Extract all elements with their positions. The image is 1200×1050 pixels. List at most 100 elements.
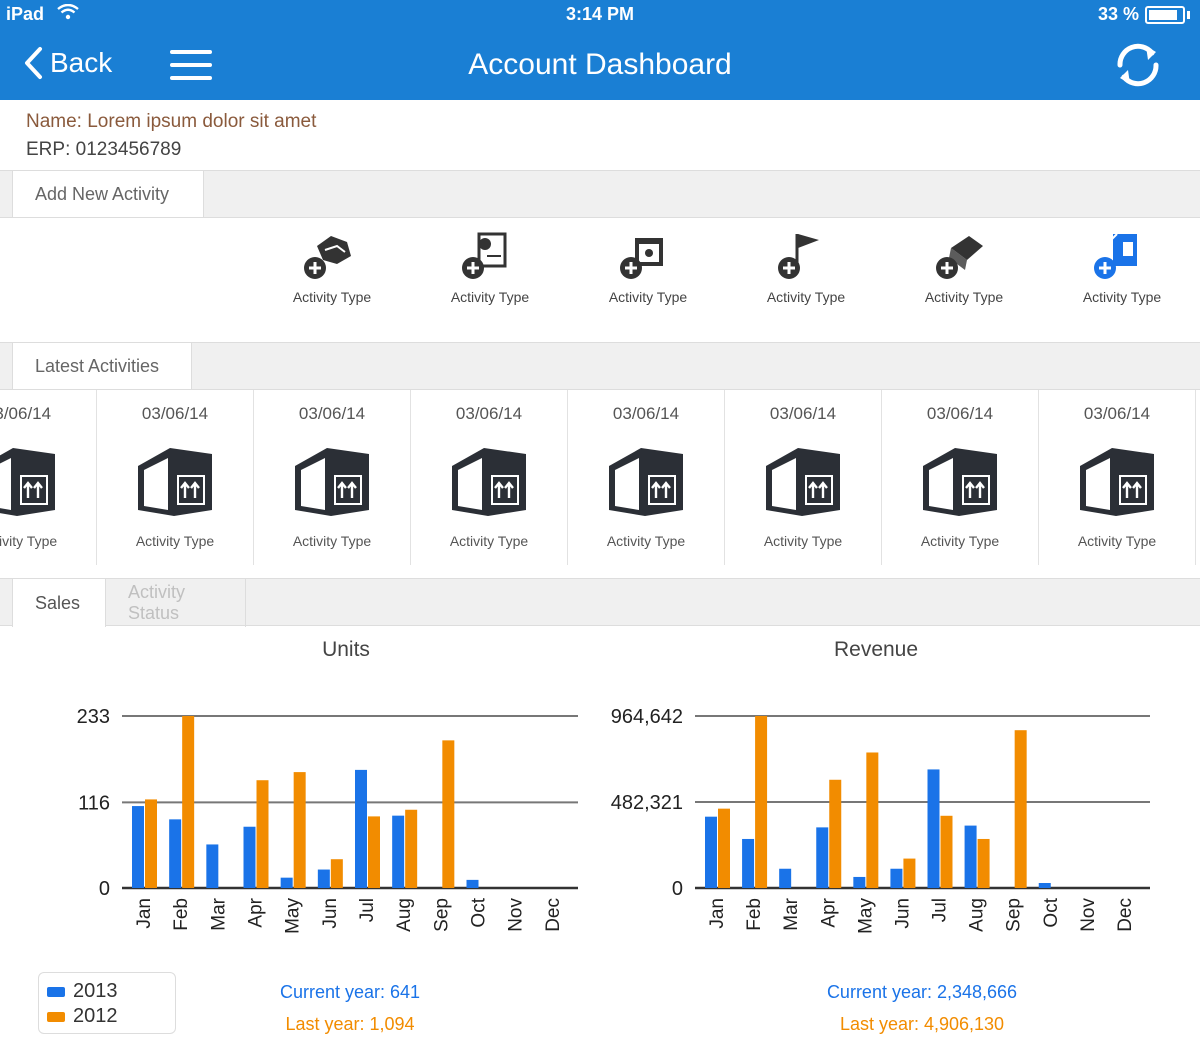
activity-type-button[interactable]: Activity Type bbox=[430, 228, 550, 306]
legend-label-2013: 2013 bbox=[73, 980, 118, 1002]
latest-activity-card[interactable]: 03/06/14 Activity Type bbox=[568, 390, 725, 565]
account-info: Name: Lorem ipsum dolor sit amet ERP: 01… bbox=[26, 108, 316, 164]
document-gear-add-icon bbox=[462, 232, 507, 279]
y-tick-label: 964,642 bbox=[611, 706, 683, 728]
bar-2013-aug bbox=[964, 825, 977, 888]
tab-sales[interactable]: Sales bbox=[12, 578, 106, 627]
activity-date: 03/06/14 bbox=[298, 404, 366, 423]
x-tick-label: May bbox=[855, 898, 876, 934]
latest-activities-list: 03/06/14 Activity Type 03/06/14 Activity Ty… bbox=[0, 390, 1200, 565]
latest-activity-card[interactable]: 03/06/14 Activity Type bbox=[725, 390, 882, 565]
x-tick-label: Aug bbox=[967, 898, 988, 932]
status-time: 3:14 PM bbox=[565, 4, 635, 24]
activity-label: Activity Type bbox=[920, 533, 1000, 549]
bar-2013-apr bbox=[816, 827, 829, 888]
activity-type-label: Activity Type bbox=[608, 289, 688, 305]
latest-activity-card[interactable]: 03/06/14 Activity Type bbox=[411, 390, 568, 565]
activity-label: Activity Type bbox=[135, 533, 215, 549]
y-tick-label: 0 bbox=[99, 878, 110, 900]
flag-add-icon bbox=[778, 234, 819, 279]
bar-2012-apr bbox=[829, 779, 842, 888]
bar-2012-sep bbox=[1014, 730, 1027, 888]
tab-add-new-activity[interactable]: Add New Activity bbox=[12, 170, 204, 217]
x-tick-label: Apr bbox=[246, 897, 267, 927]
units-current-year: Current year: 641 bbox=[279, 982, 421, 1002]
legend-swatch-2013 bbox=[47, 986, 65, 997]
activity-type-button[interactable]: Activity Type bbox=[746, 228, 866, 306]
bar-2013-jun bbox=[317, 869, 330, 888]
revenue-summary: Current year: 2,348,666 Last year: 4,906… bbox=[772, 976, 1072, 1040]
revenue-current-year: Current year: 2,348,666 bbox=[826, 982, 1018, 1002]
activity-type-label: Activity Type bbox=[450, 289, 530, 305]
x-tick-label: Feb bbox=[171, 898, 192, 931]
x-tick-label: Dec bbox=[543, 898, 564, 932]
activity-label: Activity Type bbox=[449, 533, 529, 549]
x-tick-label: Sep bbox=[1004, 898, 1025, 932]
x-tick-label: Jan bbox=[134, 898, 155, 929]
activity-type-button[interactable]: Activity Type bbox=[272, 228, 392, 306]
bar-2012-feb bbox=[755, 716, 768, 888]
latest-activity-card[interactable]: 03/06/14 Activity Type bbox=[882, 390, 1039, 565]
hamburger-menu-icon[interactable] bbox=[170, 48, 212, 82]
activity-type-button[interactable]: Activity Type bbox=[1062, 228, 1182, 306]
activity-type-button[interactable]: Activity Type bbox=[588, 228, 708, 306]
battery-tip bbox=[1187, 10, 1190, 19]
activity-type-label: Activity Type bbox=[766, 289, 846, 305]
activity-type-button[interactable]: Activity Type bbox=[904, 228, 1024, 306]
y-tick-label: 0 bbox=[672, 878, 683, 900]
activity-date: 03/06/14 bbox=[1083, 404, 1151, 423]
bar-2012-jun bbox=[330, 859, 343, 888]
bar-2013-jan bbox=[132, 806, 144, 888]
x-tick-label: Mar bbox=[208, 897, 229, 930]
y-tick-label: 482,321 bbox=[611, 792, 683, 814]
bar-2013-aug bbox=[392, 815, 405, 888]
latest-activity-card[interactable]: 03/06/14 Activity Type bbox=[254, 390, 411, 565]
x-tick-label: Nov bbox=[1078, 898, 1099, 932]
battery-percent: 33 % bbox=[1097, 4, 1139, 24]
revenue-chart: 0 482,321 964,642 Jan Feb Mar Apr May Jun Jul Aug S… bbox=[611, 706, 1150, 934]
latest-activity-card[interactable]: 03/06/14 Activity Type bbox=[0, 390, 97, 565]
x-tick-label: Jun bbox=[892, 898, 913, 929]
status-right: 33 % bbox=[1098, 4, 1190, 25]
box-arrows-icon bbox=[609, 448, 683, 516]
x-tick-label: Feb bbox=[744, 898, 765, 931]
units-chart: 0 116 233 Jan Feb Mar Apr May Jun Jul Aug Sep Oct Nov… bbox=[77, 706, 578, 934]
latest-activity-card[interactable]: 03/06/14 Activity Type bbox=[1039, 390, 1196, 565]
device-label: iPad bbox=[6, 4, 45, 24]
x-tick-label: Jun bbox=[320, 898, 341, 929]
latest-activity-card[interactable]: 03/06/14 Activity Type bbox=[97, 390, 254, 565]
back-button[interactable]: Back bbox=[22, 46, 112, 80]
revenue-chart-title: Revenue bbox=[833, 638, 919, 661]
x-tick-label: Jul bbox=[930, 898, 951, 922]
y-tick-label: 233 bbox=[77, 706, 110, 728]
x-tick-label: Jul bbox=[357, 898, 378, 922]
bar-2013-may bbox=[280, 877, 293, 888]
tab-latest-activities[interactable]: Latest Activities bbox=[12, 342, 192, 389]
tab-activity-status[interactable]: Activity Status bbox=[106, 578, 246, 627]
bar-2013-apr bbox=[243, 826, 256, 888]
sales-tabs-bar: Sales Activity Status bbox=[0, 578, 1200, 627]
bar-2012-may bbox=[866, 752, 879, 888]
bar-2013-jan bbox=[705, 816, 717, 888]
bar-2012-feb bbox=[182, 716, 195, 888]
activity-label: Activity Type bbox=[292, 533, 372, 549]
activity-label: Activity Type bbox=[0, 533, 58, 549]
bar-2012-aug bbox=[977, 838, 990, 888]
box-arrows-icon bbox=[923, 448, 997, 516]
activity-date: 03/06/14 bbox=[455, 404, 523, 423]
bar-2012-jul bbox=[940, 815, 953, 888]
back-label: Back bbox=[50, 47, 113, 78]
box-add-icon bbox=[936, 236, 983, 279]
box-arrows-icon bbox=[295, 448, 369, 516]
wifi-icon bbox=[57, 3, 79, 20]
account-erp: ERP: 0123456789 bbox=[26, 139, 182, 160]
units-last-year: Last year: 1,094 bbox=[285, 1014, 415, 1034]
x-tick-label: Oct bbox=[469, 897, 490, 927]
box-arrows-icon bbox=[452, 448, 526, 516]
account-name: Name: Lorem ipsum dolor sit amet bbox=[26, 111, 317, 132]
refresh-icon[interactable] bbox=[1110, 40, 1166, 90]
bar-2012-may bbox=[293, 772, 306, 888]
activity-type-label: Activity Type bbox=[1082, 289, 1162, 305]
app-header: iPad 3:14 PM 33 % Back Account Dashboard bbox=[0, 0, 1200, 100]
bar-2013-feb bbox=[742, 838, 755, 888]
